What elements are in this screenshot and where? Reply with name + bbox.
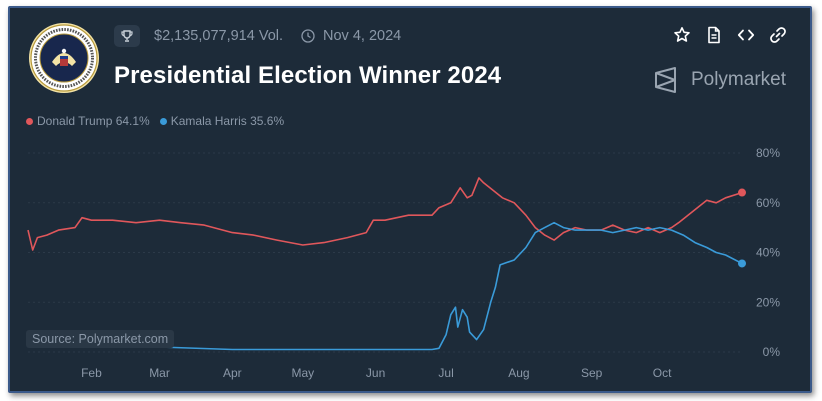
market-date: Nov 4, 2024: [323, 28, 402, 44]
y-tick-label: 80%: [756, 146, 780, 160]
y-tick-label: 60%: [756, 196, 780, 210]
brand-name: Polymarket: [690, 69, 786, 90]
x-tick-label: Apr: [223, 366, 242, 380]
legend-label-trump: Donald Trump 64.1%: [37, 114, 150, 128]
clock-icon: [301, 29, 315, 43]
legend-label-harris: Kamala Harris 35.6%: [170, 114, 285, 128]
market-title: Presidential Election Winner 2024: [114, 62, 502, 89]
brand-logo: Polymarket: [653, 66, 786, 94]
x-tick-label: Mar: [149, 366, 170, 380]
chart-card: $2,135,077,914 Vol. Nov 4, 2024 Presiden…: [8, 6, 812, 393]
series-line-trump: [27, 177, 743, 251]
link-icon[interactable]: [768, 24, 788, 46]
code-icon[interactable]: [736, 24, 756, 46]
chart-legend: Donald Trump 64.1% Kamala Harris 35.6%: [26, 114, 294, 128]
y-tick-label: 20%: [756, 295, 780, 309]
trophy-icon: [114, 25, 140, 47]
line-chart: 0% 20% 40% 60% 80% Feb Mar Apr May Jun Jul Aug Sep Oc…: [27, 146, 781, 380]
x-tick-label: May: [291, 366, 314, 380]
presidential-seal-icon: [29, 23, 99, 93]
series-line-harris: [28, 221, 743, 351]
x-tick-label: Feb: [81, 366, 102, 380]
x-tick-label: Oct: [653, 366, 672, 380]
y-tick-label: 40%: [756, 246, 780, 260]
polymarket-logo-icon: [654, 67, 676, 93]
toolbar: [672, 24, 788, 46]
series-end-marker-trump: [738, 188, 746, 197]
volume-text: $2,135,077,914 Vol.: [154, 28, 284, 44]
legend-dot-harris: [159, 117, 167, 125]
legend-dot-trump: [26, 117, 33, 125]
x-tick-label: Aug: [508, 366, 529, 380]
x-tick-label: Jun: [366, 366, 385, 380]
x-tick-label: Sep: [581, 366, 603, 380]
y-tick-label: 0%: [763, 345, 781, 359]
source-label: Source: Polymarket.com: [26, 330, 175, 348]
series-end-marker-harris: [738, 259, 746, 268]
legend-item-harris: Kamala Harris 35.6%: [159, 114, 285, 128]
legend-item-trump: Donald Trump 64.1%: [26, 114, 150, 128]
star-icon[interactable]: [672, 24, 692, 46]
document-icon[interactable]: [704, 24, 724, 46]
market-meta: $2,135,077,914 Vol. Nov 4, 2024: [114, 25, 401, 47]
x-tick-label: Jul: [438, 366, 453, 380]
